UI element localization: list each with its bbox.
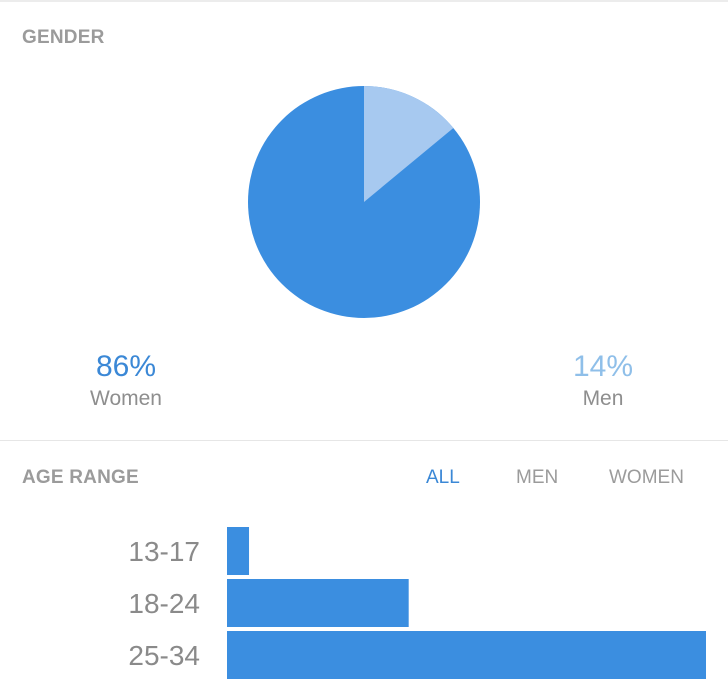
age-label-18-24: 18-24 (128, 588, 200, 619)
pie-slice-men (364, 86, 454, 202)
age-range-section-title: AGE RANGE (22, 467, 139, 488)
age-bar-25-34 (227, 631, 706, 679)
men-stat: 14% Men (523, 350, 683, 412)
age-label-13-17: 13-17 (128, 536, 200, 567)
tab-men[interactable]: MEN (516, 467, 559, 488)
tab-women[interactable]: WOMEN (609, 467, 684, 488)
section-divider (0, 440, 728, 441)
age-bar-13-17 (227, 527, 250, 575)
age-range-bar-chart: 13-17 18-24 25-34 (128, 527, 706, 679)
top-border (0, 0, 728, 2)
age-label-25-34: 25-34 (128, 640, 200, 671)
women-percentage: 86% (95, 350, 157, 383)
gender-section-title: GENDER (22, 27, 105, 48)
tab-all[interactable]: ALL (426, 467, 460, 488)
men-percentage: 14% (572, 350, 634, 383)
age-bar-18-24 (227, 579, 409, 627)
gender-pie-chart (248, 86, 480, 318)
men-label: Men (582, 387, 624, 410)
women-label: Women (90, 387, 162, 410)
women-stat: 86% Women (46, 350, 206, 412)
